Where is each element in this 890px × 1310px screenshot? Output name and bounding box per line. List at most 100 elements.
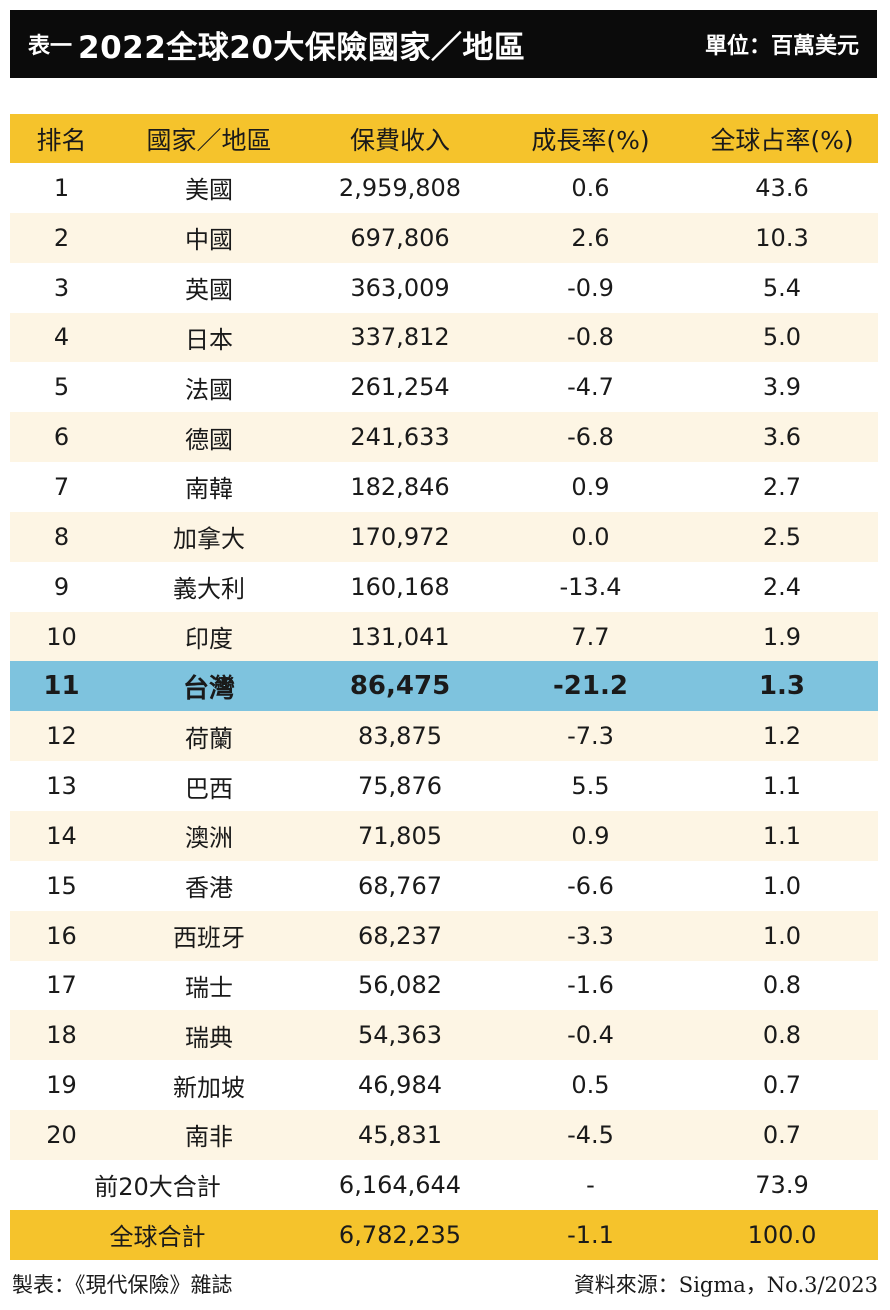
country-cell: 西班牙 [113,910,305,961]
share-cell: 1.1 [686,810,878,861]
premium-cell: 75,876 [305,761,495,811]
table-row: 2 中國 697,806 2.6 10.3 [10,212,878,263]
column-header-growth: 成長率(%) [495,114,686,163]
share-cell: 1.2 [686,711,878,762]
table-row: 3 英國 363,009 -0.9 5.4 [10,262,878,313]
share-cell: 1.9 [686,611,878,662]
table-row: 6 德國 241,633 -6.8 3.6 [10,412,878,463]
table-row: 15 香港 68,767 -6.6 1.0 [10,860,878,911]
country-cell: 瑞士 [113,960,305,1011]
premium-cell: 131,041 [305,611,495,662]
rank-cell: 12 [10,711,113,762]
premium-cell: 2,959,808 [305,163,495,213]
growth-cell: -3.3 [495,910,686,961]
table-row: 9 義大利 160,168 -13.4 2.4 [10,561,878,612]
premium-cell: 86,475 [305,661,495,712]
country-cell: 印度 [113,611,305,662]
share-cell: 2.7 [686,462,878,512]
growth-cell: 0.0 [495,511,686,562]
premium-cell: 54,363 [305,1010,495,1061]
country-cell: 美國 [113,163,305,213]
rank-cell: 19 [10,1060,113,1111]
share-cell: 73.9 [686,1159,878,1210]
unit-label: 單位：百萬美元 [704,34,859,59]
rank-cell: 13 [10,761,113,811]
table-header: 排名 國家／地區 保費收入 成長率(%) 全球占率(%) [10,114,878,163]
rank-cell: 15 [10,860,113,911]
country-cell: 中國 [113,212,305,263]
table-row: 14 澳洲 71,805 0.9 1.1 [10,810,878,861]
share-cell: 1.0 [686,860,878,911]
country-cell: 德國 [113,412,305,463]
rank-cell: 11 [10,661,113,712]
summary-label: 前20大合計 [10,1159,305,1210]
data-source: 資料來源：Sigma，No.3/2023 [573,1273,878,1297]
premium-cell: 6,782,235 [305,1209,495,1260]
country-cell: 加拿大 [113,511,305,562]
table-row-highlighted: 11 台灣 86,475 -21.2 1.3 [10,661,878,712]
table-row: 10 印度 131,041 7.7 1.9 [10,611,878,662]
rank-cell: 2 [10,212,113,263]
table-row: 1 美國 2,959,808 0.6 43.6 [10,163,878,213]
share-cell: 43.6 [686,163,878,213]
country-cell: 台灣 [113,661,305,712]
table-number: 表一 [28,34,73,59]
table-row: 5 法國 261,254 -4.7 3.9 [10,362,878,413]
growth-cell: -6.8 [495,412,686,463]
premium-cell: 83,875 [305,711,495,762]
title-bar: 表一 2022全球20大保險國家／地區 單位：百萬美元 [10,10,877,78]
country-cell: 瑞典 [113,1010,305,1061]
page-title: 2022全球20大保險國家／地區 [78,29,526,66]
share-cell: 5.0 [686,312,878,363]
share-cell: 5.4 [686,262,878,313]
country-cell: 南韓 [113,462,305,512]
rank-cell: 5 [10,362,113,413]
table-row: 13 巴西 75,876 5.5 1.1 [10,761,878,811]
premium-cell: 261,254 [305,362,495,413]
top20-total-row: 前20大合計 6,164,644-73.9 [10,1159,878,1210]
country-cell: 法國 [113,362,305,413]
growth-cell: 7.7 [495,611,686,662]
share-cell: 0.7 [686,1110,878,1160]
growth-cell: 0.5 [495,1060,686,1111]
column-header-country: 國家／地區 [113,114,305,163]
growth-cell: 0.9 [495,462,686,512]
growth-cell: 2.6 [495,212,686,263]
table-row: 12 荷蘭 83,875 -7.3 1.2 [10,711,878,762]
rank-cell: 10 [10,611,113,662]
premium-cell: 45,831 [305,1110,495,1160]
rank-cell: 17 [10,960,113,1011]
insurance-ranking-table: 排名 國家／地區 保費收入 成長率(%) 全球占率(%) 1 美國 2,959,80… [10,114,878,1260]
growth-cell: 0.6 [495,163,686,213]
share-cell: 1.3 [686,661,878,712]
growth-cell: -0.9 [495,262,686,313]
premium-cell: 46,984 [305,1060,495,1111]
global-total-row: 全球合計 6,782,235 -1.1 100.0 [10,1209,878,1260]
growth-cell: -0.8 [495,312,686,363]
summary-label: 全球合計 [10,1209,305,1260]
table-row: 17 瑞士 56,082 -1.6 0.8 [10,960,878,1011]
premium-cell: 170,972 [305,511,495,562]
country-cell: 新加坡 [113,1060,305,1111]
premium-cell: 160,168 [305,561,495,612]
premium-cell: 182,846 [305,462,495,512]
table-row: 18 瑞典 54,363 -0.4 0.8 [10,1010,878,1061]
share-cell: 100.0 [686,1209,878,1260]
premium-cell: 363,009 [305,262,495,313]
premium-cell: 56,082 [305,960,495,1011]
table-row: 7 南韓 182,846 0.9 2.7 [10,462,878,512]
rank-cell: 4 [10,312,113,363]
rank-cell: 7 [10,462,113,512]
growth-cell: -0.4 [495,1010,686,1061]
share-cell: 1.0 [686,910,878,961]
country-cell: 香港 [113,860,305,911]
share-cell: 0.8 [686,1010,878,1061]
table-row: 20 南非 45,831 -4.5 0.7 [10,1110,878,1160]
growth-cell: -7.3 [495,711,686,762]
growth-cell: -4.5 [495,1110,686,1160]
table-row: 4 日本 337,812 -0.8 5.0 [10,312,878,363]
rank-cell: 16 [10,910,113,961]
rank-cell: 3 [10,262,113,313]
rank-cell: 20 [10,1110,113,1160]
growth-cell: -21.2 [495,661,686,712]
